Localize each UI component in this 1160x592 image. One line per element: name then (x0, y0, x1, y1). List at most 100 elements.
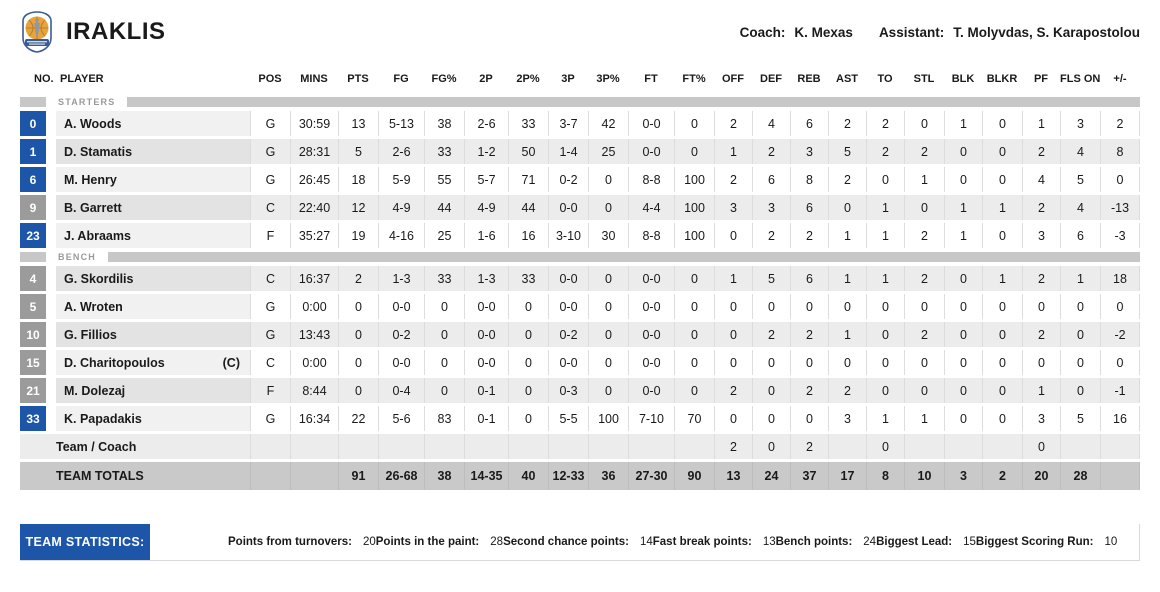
stat-2p-pct: 0 (508, 406, 548, 431)
player-number-badge: 5 (20, 294, 46, 319)
stat-reb: 37 (790, 462, 828, 490)
stat-pf: 0 (1022, 294, 1060, 319)
player-number-badge: 21 (20, 378, 46, 403)
stat-fg-pct: 0 (424, 294, 464, 319)
stat-ft-pct: 100 (674, 195, 714, 220)
stat-blkr: 0 (982, 378, 1022, 403)
stat-ft-pct: 0 (674, 350, 714, 375)
stat-fg: 4-16 (378, 223, 424, 248)
stat-fls-on (1060, 434, 1100, 459)
stat-fls-on: 0 (1060, 294, 1100, 319)
stat-3p: 3-10 (548, 223, 588, 248)
stat-pf: 0 (1022, 350, 1060, 375)
stat-ast: 17 (828, 462, 866, 490)
stat-off: 0 (714, 294, 752, 319)
stat-blk: 0 (944, 378, 982, 403)
stat-ft-pct: 70 (674, 406, 714, 431)
section-label: STARTERS (58, 97, 116, 107)
stat-to: 0 (866, 378, 904, 403)
stat-mins: 0:00 (290, 294, 338, 319)
stat-def: 2 (752, 223, 790, 248)
player-cell: D. Stamatis (56, 139, 250, 164)
stat-fg (378, 434, 424, 459)
stat-stl: 0 (904, 111, 944, 136)
stat-off: 2 (714, 434, 752, 459)
column-header-to: TO (877, 73, 893, 85)
stat-2p: 0-0 (464, 322, 508, 347)
column-header-player: PLAYER (60, 73, 104, 85)
stat-2p: 0-1 (464, 406, 508, 431)
stat-reb: 6 (790, 195, 828, 220)
stat-ft: 0-0 (628, 322, 674, 347)
stat-3p: 5-5 (548, 406, 588, 431)
stat-2p-pct: 50 (508, 139, 548, 164)
team-stat-value: 13 (762, 536, 776, 548)
stat-stl: 0 (904, 350, 944, 375)
stat-stl: 2 (904, 223, 944, 248)
stat-mins: 26:45 (290, 167, 338, 192)
column-header-mins: MINS (300, 73, 328, 85)
stat-to: 1 (866, 195, 904, 220)
stat-plus-minus: -13 (1100, 195, 1140, 220)
stat-stl: 2 (904, 322, 944, 347)
stat-off: 3 (714, 195, 752, 220)
team-stat-item: Fast break points: 13 (653, 536, 776, 548)
stat-stl: 2 (904, 139, 944, 164)
stat-blkr: 0 (982, 111, 1022, 136)
stat-ft: 0-0 (628, 111, 674, 136)
stat-ft-pct: 0 (674, 378, 714, 403)
stat-pf: 4 (1022, 167, 1060, 192)
stat-fg-pct: 25 (424, 223, 464, 248)
stat-fls-on: 0 (1060, 322, 1100, 347)
player-name: A. Wroten (64, 299, 123, 314)
stat-fg: 2-6 (378, 139, 424, 164)
stat-pts: 91 (338, 462, 378, 490)
player-number-badge: 33 (20, 406, 46, 431)
stat-pf: 2 (1022, 266, 1060, 291)
player-name: A. Woods (64, 116, 122, 131)
stat-2p: 1-2 (464, 139, 508, 164)
stat-reb: 2 (790, 378, 828, 403)
stat-reb: 2 (790, 322, 828, 347)
column-header-3p-pct: 3P% (596, 73, 620, 85)
stat-ast: 1 (828, 223, 866, 248)
column-header-2p-pct: 2P% (516, 73, 540, 85)
stat-fg-pct: 33 (424, 139, 464, 164)
stat-fls-on: 0 (1060, 350, 1100, 375)
stat-ast: 1 (828, 266, 866, 291)
stat-fg-pct: 83 (424, 406, 464, 431)
stat-fg-pct: 38 (424, 111, 464, 136)
team-stat-item: Biggest Scoring Run: 10 (976, 536, 1117, 548)
stat-pos: F (250, 378, 290, 403)
stat-3p-pct: 36 (588, 462, 628, 490)
stat-to: 2 (866, 139, 904, 164)
stat-blk: 1 (944, 111, 982, 136)
stat-mins: 35:27 (290, 223, 338, 248)
stat-2p: 1-3 (464, 266, 508, 291)
stat-ft-pct: 0 (674, 266, 714, 291)
stat-2p: 0-0 (464, 350, 508, 375)
stat-pts: 0 (338, 322, 378, 347)
stat-def: 5 (752, 266, 790, 291)
stat-2p: 5-7 (464, 167, 508, 192)
coach-name: K. Mexas (794, 24, 853, 40)
team-logo-icon (20, 10, 54, 54)
column-header-blkr: BLKR (986, 73, 1018, 85)
stat-ft: 0-0 (628, 294, 674, 319)
stat-2p-pct: 0 (508, 294, 548, 319)
stat-fg-pct: 33 (424, 266, 464, 291)
stat-stl: 0 (904, 378, 944, 403)
stat-reb: 2 (790, 434, 828, 459)
stat-blk (944, 434, 982, 459)
player-row: 5 A. Wroten G 0:00 0 0-0 0 0-0 0 0-0 0 0-0 0 0 0 0 0 0 0 0 0… (20, 294, 1140, 319)
stat-plus-minus (1100, 434, 1140, 459)
stat-3p-pct (588, 434, 628, 459)
stat-off: 0 (714, 223, 752, 248)
team-stat-label: Bench points: (775, 536, 853, 548)
coach-info: Coach: K. Mexas Assistant: T. Molyvdas, … (714, 25, 1140, 40)
stat-blkr: 2 (982, 462, 1022, 490)
player-name: G. Fillios (64, 327, 117, 342)
team-totals-row: TEAM TOTALS 91 26-68 38 14-35 40 12-33 36 27-30 9… (20, 462, 1140, 490)
stat-pos: G (250, 322, 290, 347)
stat-to: 0 (866, 294, 904, 319)
